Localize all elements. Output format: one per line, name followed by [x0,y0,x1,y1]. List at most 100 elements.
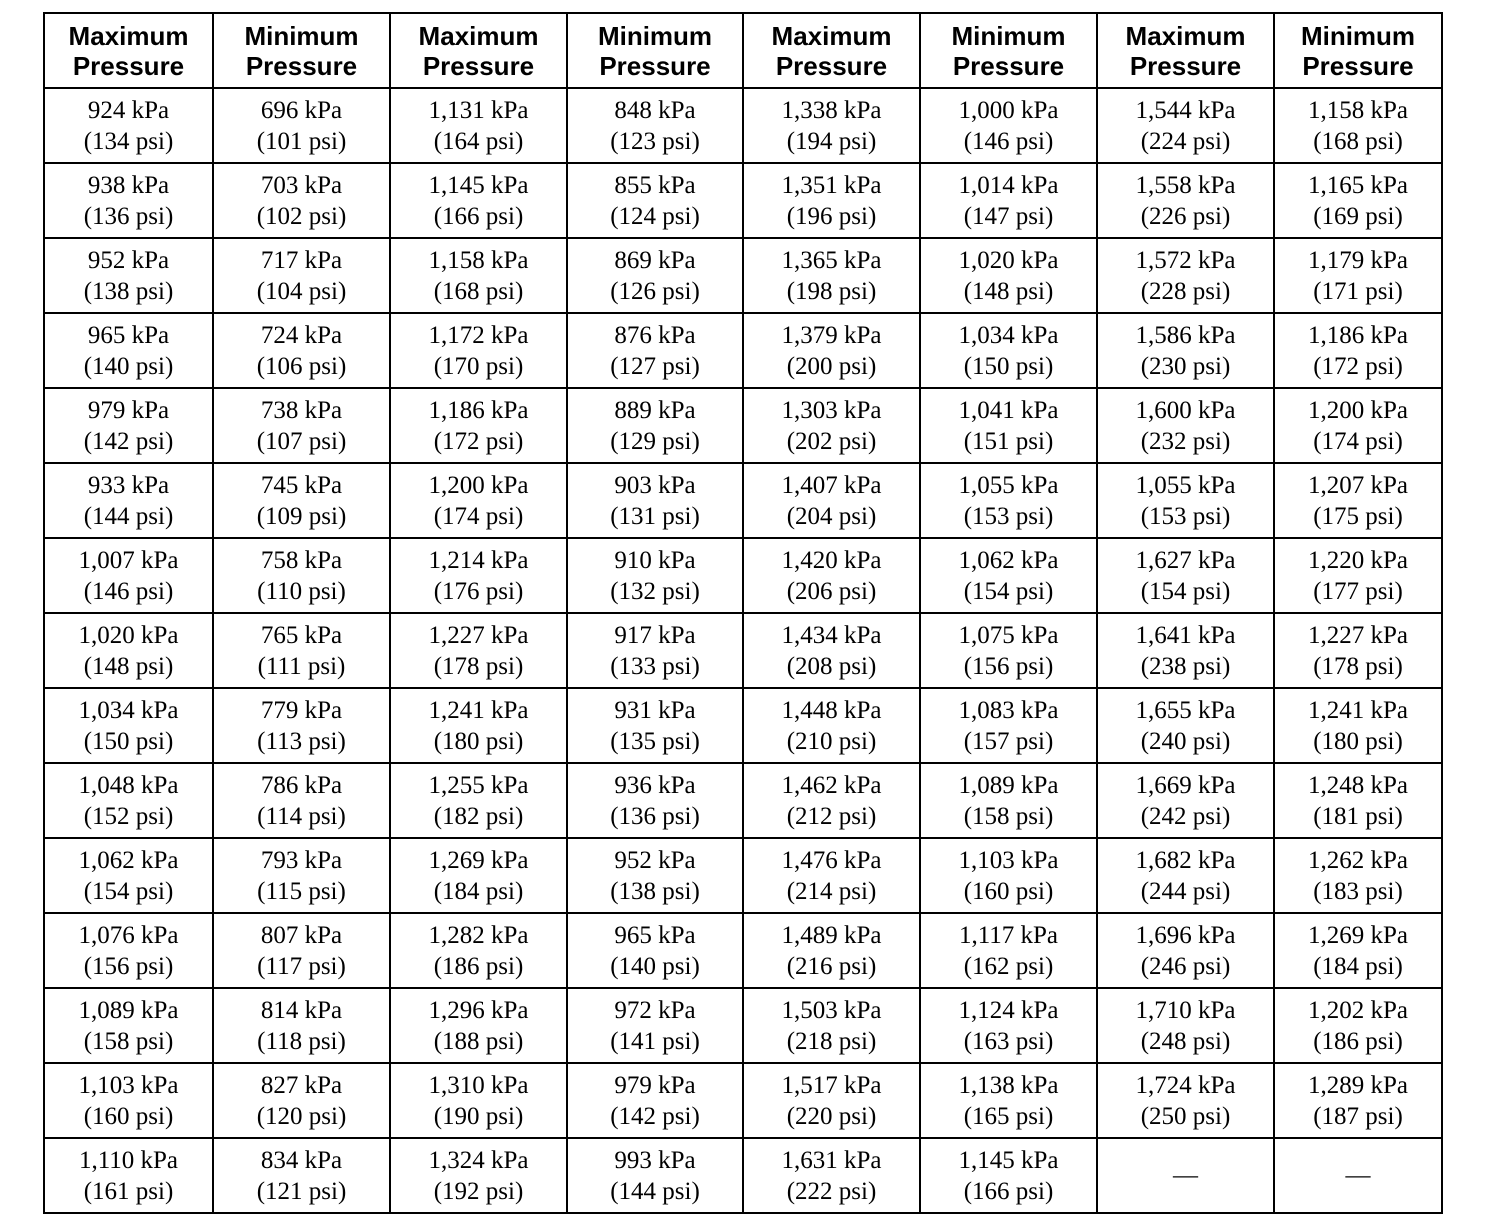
table-row: 933 kPa (144 psi) 745 kPa (109 psi) 1,200 kP… [43,462,1443,539]
cell-line: (129 psi) [610,427,700,455]
cell-line: 1,379 kPa [781,321,882,349]
cell-line: 1,310 kPa [428,1071,529,1099]
cell-line: (150 psi) [963,352,1054,380]
cell-line: (192 psi) [433,1177,524,1205]
cell-line: Pressure [72,50,185,81]
table-cell: 1,462 kPa (212 psi) [742,762,921,839]
cell-line: 1,289 kPa [1308,1071,1408,1099]
table-cell: 1,034 kPa (150 psi) [919,312,1098,389]
table-cell: 855 kPa (124 psi) [566,162,744,239]
cell-line: (134 psi) [83,127,174,155]
table-cell: 738 kPa (107 psi) [212,387,391,464]
header-cell: Maximum Pressure [43,12,214,89]
cell-line: 1,158 kPa [428,246,529,274]
cell-line: (190 psi) [433,1102,524,1130]
cell-line: (123 psi) [610,127,700,155]
table-row: 1,007 kPa (146 psi) 758 kPa (110 psi) 1,214 … [43,537,1443,614]
table-cell: 1,420 kPa (206 psi) [742,537,921,614]
cell-line: (166 psi) [963,1177,1054,1205]
table-cell: 972 kPa (141 psi) [566,987,744,1064]
cell-line: 1,020 kPa [78,621,179,649]
cell-line: (142 psi) [610,1102,700,1130]
cell-line: (246 psi) [1140,952,1231,980]
cell-line: 1,269 kPa [1308,921,1408,949]
cell-line: 855 kPa [614,171,696,199]
table-cell: 779 kPa (113 psi) [212,687,391,764]
cell-line: (104 psi) [256,277,347,305]
cell-line: 1,669 kPa [1135,771,1236,799]
cell-line: (184 psi) [1313,952,1403,980]
cell-line: (184 psi) [433,877,524,905]
cell-line: 1,220 kPa [1308,546,1408,574]
cell-line: 1,227 kPa [428,621,529,649]
cell-line: 965 kPa [87,321,170,349]
table-cell: 1,682 kPa (244 psi) [1096,837,1275,914]
cell-line: (186 psi) [433,952,524,980]
cell-line: 993 kPa [614,1146,696,1174]
table-cell: 1,572 kPa (228 psi) [1096,237,1275,314]
cell-line: (183 psi) [1313,877,1403,905]
cell-line: Minimum [244,20,359,51]
header-cell: Minimum Pressure [1273,12,1443,89]
cell-line: (126 psi) [610,277,700,305]
table-row: 979 kPa (142 psi) 738 kPa (107 psi) 1,186 kP… [43,387,1443,464]
cell-line: (160 psi) [963,877,1054,905]
cell-line: 1,083 kPa [958,696,1059,724]
cell-line: 1,207 kPa [1308,471,1408,499]
table-cell: 1,041 kPa (151 psi) [919,387,1098,464]
table-cell: 1,227 kPa (178 psi) [1273,612,1443,689]
cell-line: 1,110 kPa [78,1146,179,1174]
cell-line: (165 psi) [963,1102,1054,1130]
cell-line: (206 psi) [786,577,877,605]
cell-line: 1,489 kPa [781,921,882,949]
cell-line: (174 psi) [1313,427,1403,455]
table-cell: 965 kPa (140 psi) [43,312,214,389]
cell-line: 1,324 kPa [428,1146,529,1174]
cell-line: (244 psi) [1140,877,1231,905]
table-cell: 1,303 kPa (202 psi) [742,387,921,464]
cell-line: (181 psi) [1313,802,1403,830]
cell-line: 1,124 kPa [958,996,1059,1024]
cell-line: (175 psi) [1313,502,1403,530]
table-row: 1,048 kPa (152 psi) 786 kPa (114 psi) 1,255 … [43,762,1443,839]
cell-line: (163 psi) [963,1027,1054,1055]
cell-line: (202 psi) [786,427,877,455]
cell-line: (118 psi) [257,1027,346,1055]
cell-line: Minimum [951,20,1066,51]
cell-line: 1,186 kPa [1308,321,1408,349]
table-cell: 889 kPa (129 psi) [566,387,744,464]
table-cell: 1,172 kPa (170 psi) [389,312,568,389]
cell-line: (101 psi) [256,127,347,155]
table-cell: 1,165 kPa (169 psi) [1273,162,1443,239]
table-cell: 1,076 kPa (156 psi) [43,912,214,989]
cell-line: 1,214 kPa [428,546,529,574]
table-cell: 993 kPa (144 psi) [566,1137,744,1214]
table-cell: 1,641 kPa (238 psi) [1096,612,1275,689]
cell-line: 696 kPa [260,96,343,124]
cell-line: (144 psi) [83,502,174,530]
cell-line: (114 psi) [257,802,346,830]
cell-line: 1,296 kPa [428,996,529,1024]
table-cell: 924 kPa (134 psi) [43,87,214,164]
table-cell: 952 kPa (138 psi) [43,237,214,314]
table-cell: 938 kPa (136 psi) [43,162,214,239]
table-cell: 807 kPa (117 psi) [212,912,391,989]
cell-line: (172 psi) [1313,352,1403,380]
cell-line: (124 psi) [610,202,700,230]
cell-line: 1,165 kPa [1308,171,1408,199]
cell-line: 1,682 kPa [1135,846,1236,874]
cell-line: 1,338 kPa [781,96,882,124]
cell-line: (109 psi) [256,502,347,530]
cell-line: (164 psi) [433,127,524,155]
table-cell: 1,089 kPa (158 psi) [43,987,214,1064]
cell-line: (158 psi) [963,802,1054,830]
cell-line: 1,241 kPa [428,696,529,724]
table-cell: 1,014 kPa (147 psi) [919,162,1098,239]
cell-line: (152 psi) [83,802,174,830]
cell-line: 1,138 kPa [958,1071,1059,1099]
table-cell: 1,296 kPa (188 psi) [389,987,568,1064]
cell-line: 1,586 kPa [1135,321,1236,349]
cell-line: (180 psi) [433,727,524,755]
header-cell: Minimum Pressure [919,12,1098,89]
cell-line: (154 psi) [1140,577,1231,605]
